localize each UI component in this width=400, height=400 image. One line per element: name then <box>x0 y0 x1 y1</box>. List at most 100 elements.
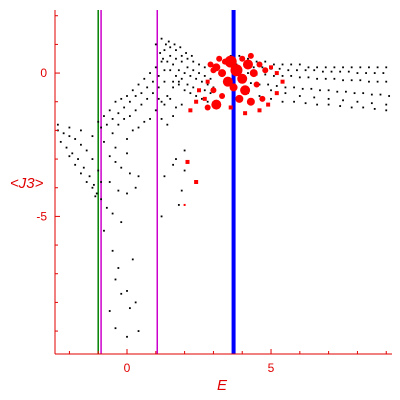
data-point <box>126 138 128 140</box>
data-point <box>111 249 114 252</box>
data-point <box>186 66 189 69</box>
data-point <box>146 86 149 89</box>
data-point <box>120 97 123 100</box>
highlight-point <box>207 61 214 68</box>
data-point <box>333 66 336 69</box>
axes <box>54 10 392 355</box>
data-point <box>128 115 131 117</box>
data-point <box>128 307 131 310</box>
data-point <box>100 181 102 183</box>
data-point <box>105 206 108 209</box>
data-point <box>284 92 287 95</box>
data-point <box>131 89 134 92</box>
data-point <box>356 100 359 103</box>
data-point <box>160 118 163 120</box>
data-point <box>198 72 200 74</box>
data-point <box>183 149 186 152</box>
data-point <box>301 87 304 90</box>
data-point <box>177 69 180 72</box>
data-point <box>385 103 388 106</box>
highlight-point <box>229 83 238 92</box>
data-point <box>134 95 137 97</box>
data-point <box>307 66 310 69</box>
highlight-point <box>188 108 193 113</box>
data-point <box>327 103 330 106</box>
highlight-point <box>194 180 199 184</box>
data-point <box>185 52 187 54</box>
data-point <box>114 161 117 163</box>
data-point <box>370 93 373 96</box>
data-point <box>209 92 212 95</box>
data-point <box>200 97 203 100</box>
highlight-point <box>222 76 233 87</box>
data-point <box>131 129 134 132</box>
data-point <box>154 43 157 46</box>
data-point <box>126 95 128 97</box>
highlight-point <box>242 59 253 70</box>
data-point <box>264 73 267 76</box>
data-point <box>353 92 356 95</box>
highlight-point <box>224 55 237 68</box>
highlight-point <box>202 96 207 101</box>
data-point <box>255 60 258 63</box>
data-point <box>137 83 140 86</box>
highlight-point <box>266 102 271 107</box>
highlight-point <box>219 93 226 99</box>
highlight-point <box>204 104 211 111</box>
data-point <box>177 83 180 86</box>
x-tick-label: 5 <box>268 361 275 375</box>
data-point <box>137 175 140 178</box>
data-point <box>333 77 336 80</box>
data-point <box>179 46 182 49</box>
data-point <box>180 103 183 106</box>
data-point <box>163 49 166 52</box>
data-point <box>108 109 111 112</box>
data-point <box>183 169 186 172</box>
data-point <box>359 79 362 82</box>
data-point <box>111 118 114 120</box>
data-point <box>163 103 166 106</box>
data-point <box>123 118 126 120</box>
data-point <box>91 135 94 138</box>
data-point <box>134 301 137 304</box>
highlight-point <box>218 69 227 78</box>
data-point <box>173 43 176 46</box>
highlight-point <box>246 97 255 106</box>
data-point <box>195 77 198 80</box>
data-point <box>198 63 200 66</box>
data-point <box>103 115 105 117</box>
data-point <box>324 77 327 80</box>
data-point <box>167 40 170 43</box>
data-point <box>368 66 370 69</box>
data-point <box>356 72 359 74</box>
data-point <box>321 70 324 73</box>
data-point <box>74 138 77 140</box>
data-point <box>80 172 82 175</box>
data-point <box>362 92 365 95</box>
data-point <box>162 57 164 60</box>
data-point <box>189 92 192 95</box>
data-point <box>100 126 102 129</box>
data-point <box>120 221 123 224</box>
data-point <box>80 129 82 132</box>
data-point <box>177 204 180 206</box>
data-point <box>114 146 117 149</box>
data-point <box>373 72 376 74</box>
data-point <box>293 86 295 89</box>
data-point <box>146 97 149 100</box>
data-point <box>304 102 307 105</box>
data-point <box>85 181 88 183</box>
data-point <box>114 100 117 103</box>
data-point <box>249 82 252 84</box>
data-point <box>97 169 100 172</box>
y-tick-label: -5 <box>36 209 47 223</box>
data-point <box>365 72 367 74</box>
data-point <box>160 215 163 218</box>
data-point <box>111 132 114 135</box>
data-point <box>290 75 293 77</box>
data-point <box>287 69 290 72</box>
data-point <box>97 120 100 123</box>
data-point <box>169 97 172 100</box>
highlight-point <box>183 203 186 206</box>
data-point <box>80 143 82 146</box>
